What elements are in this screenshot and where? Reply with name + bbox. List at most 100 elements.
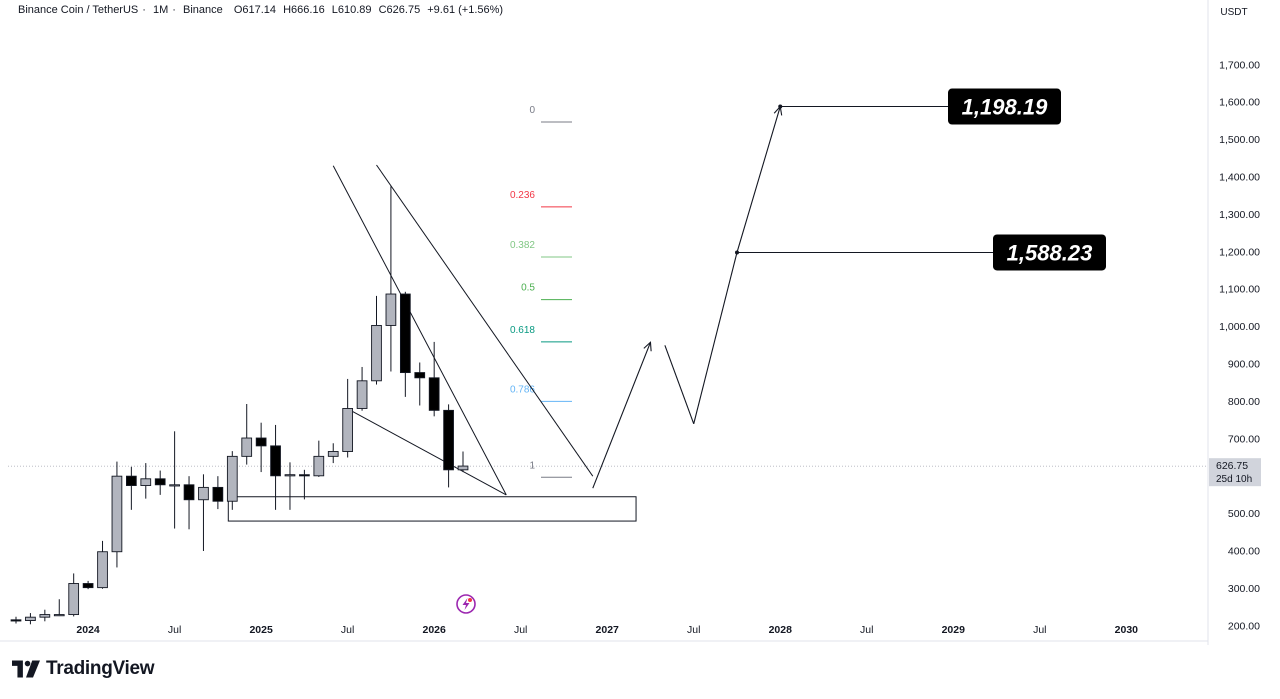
target-price-box[interactable]	[948, 88, 1061, 125]
trend-line[interactable]	[376, 164, 594, 477]
y-tick-label: 1,100.00	[1219, 284, 1260, 296]
candle-body[interactable]	[356, 380, 368, 409]
lightning-icon	[462, 598, 470, 610]
candle-body[interactable]	[428, 377, 440, 411]
candle-body[interactable]	[443, 409, 454, 471]
fib-level-label: 0.618	[510, 325, 535, 336]
candle-body[interactable]	[457, 465, 469, 471]
candle-body[interactable]	[414, 372, 426, 379]
ohlc-change: +9.61 (+1.56%)	[427, 4, 504, 16]
candle-body[interactable]	[39, 614, 51, 618]
x-tick-label: 2028	[769, 624, 793, 636]
candle-body[interactable]	[10, 619, 22, 622]
y-tick-label: 1,500.00	[1219, 134, 1260, 146]
y-tick-label: 1,200.00	[1219, 246, 1260, 258]
currency-label[interactable]: USDT	[1220, 7, 1247, 18]
projection-arrowhead	[643, 341, 652, 352]
fib-level-label: 0	[529, 105, 535, 116]
drawings: 0 0.236 0.382 0.5 0.618 0.786 1	[227, 105, 783, 522]
candle-body[interactable]	[154, 478, 166, 486]
tradingview-logo[interactable]: TradingView	[12, 658, 155, 680]
candle-body[interactable]	[342, 408, 354, 452]
candle-body[interactable]	[25, 616, 36, 622]
projection-segment[interactable]	[736, 106, 781, 253]
ohlc-low: L610.89	[331, 4, 372, 16]
x-tick-label: 2025	[249, 624, 273, 636]
y-tick-label: 1,000.00	[1219, 321, 1260, 333]
candle-body[interactable]	[68, 583, 80, 616]
current-price-value: 626.75	[1216, 460, 1248, 472]
x-tick-label: Jul	[514, 624, 527, 636]
fib-level-label: 1	[529, 460, 535, 471]
ohlc-high: H666.16	[283, 4, 325, 16]
axes: USDT200.00300.00400.00500.00600.00700.00…	[0, 0, 1261, 645]
target-price-label: 1,588.23	[1007, 240, 1093, 265]
projection-segment[interactable]	[693, 252, 738, 424]
candle-body[interactable]	[53, 614, 65, 617]
candle-body[interactable]	[126, 475, 137, 486]
interval-label[interactable]: 1M	[153, 4, 169, 16]
ohlc-open: O617.14	[233, 4, 277, 16]
symbol-name[interactable]: Binance Coin / TetherUS	[18, 4, 139, 16]
targets: 1,588.23 1,198.19	[456, 88, 1106, 614]
y-tick-label: 800.00	[1228, 396, 1260, 408]
fib-level-label: 0.236	[510, 190, 535, 201]
current-price-tag	[1209, 458, 1261, 487]
x-tick-label: 2029	[942, 624, 966, 636]
y-tick-label: 1,400.00	[1219, 171, 1260, 183]
x-tick-label: Jul	[168, 624, 181, 636]
candle-body[interactable]	[97, 551, 108, 589]
candle-body[interactable]	[255, 437, 267, 447]
x-tick-label: Jul	[1033, 624, 1046, 636]
candle-body[interactable]	[313, 455, 325, 477]
candle-body[interactable]	[299, 474, 310, 477]
exchange-label: Binance	[183, 4, 223, 16]
projection-segment[interactable]	[592, 342, 651, 489]
x-tick-label: 2027	[596, 624, 620, 636]
fib-level-label: 0.382	[510, 240, 535, 251]
chart-header: Binance Coin / TetherUS · 1M · Binance O61…	[18, 4, 504, 16]
candle-body[interactable]	[241, 437, 253, 457]
candle-body[interactable]	[327, 451, 339, 457]
tradingview-wordmark: TradingView	[46, 658, 155, 679]
trend-line[interactable]	[332, 165, 507, 496]
candle-body[interactable]	[284, 474, 296, 477]
y-tick-label: 500.00	[1228, 508, 1260, 520]
x-tick-label: 2024	[76, 624, 100, 636]
y-tick-label: 900.00	[1228, 358, 1260, 370]
candle-body[interactable]	[371, 324, 382, 382]
candle-body[interactable]	[385, 293, 397, 326]
y-tick-label: 1,300.00	[1219, 209, 1260, 221]
y-tick-label: 400.00	[1228, 545, 1260, 557]
y-tick-label: 700.00	[1228, 433, 1260, 445]
candles	[10, 186, 469, 625]
candle-body[interactable]	[111, 475, 123, 553]
tradingview-logo-icon	[12, 660, 40, 678]
candle-body[interactable]	[270, 445, 281, 477]
candle-body[interactable]	[399, 293, 411, 374]
fib-level-label: 0.786	[510, 384, 535, 395]
candle-body[interactable]	[198, 486, 209, 501]
x-tick-label: Jul	[860, 624, 873, 636]
candle-body[interactable]	[140, 478, 152, 486]
y-tick-label: 1,600.00	[1219, 97, 1260, 109]
candle-countdown: 25d 10h	[1216, 474, 1252, 485]
support-zone[interactable]	[227, 496, 637, 522]
candle-body[interactable]	[82, 583, 94, 589]
target-price-box[interactable]	[993, 234, 1106, 271]
y-tick-label: 200.00	[1228, 620, 1260, 632]
candle-body[interactable]	[169, 484, 180, 487]
y-tick-label: 300.00	[1228, 583, 1260, 595]
target-price-label: 1,198.19	[962, 95, 1048, 120]
trend-line[interactable]	[347, 408, 507, 496]
x-tick-label: Jul	[341, 624, 354, 636]
candle-body[interactable]	[212, 486, 224, 502]
x-tick-label: Jul	[687, 624, 700, 636]
fib-level-label: 0.5	[521, 283, 535, 294]
candle-body[interactable]	[226, 455, 238, 502]
y-tick-label: 1,700.00	[1219, 59, 1260, 71]
projection-segment[interactable]	[664, 345, 695, 425]
candle-body[interactable]	[183, 484, 195, 501]
x-tick-label: 2030	[1115, 624, 1139, 636]
